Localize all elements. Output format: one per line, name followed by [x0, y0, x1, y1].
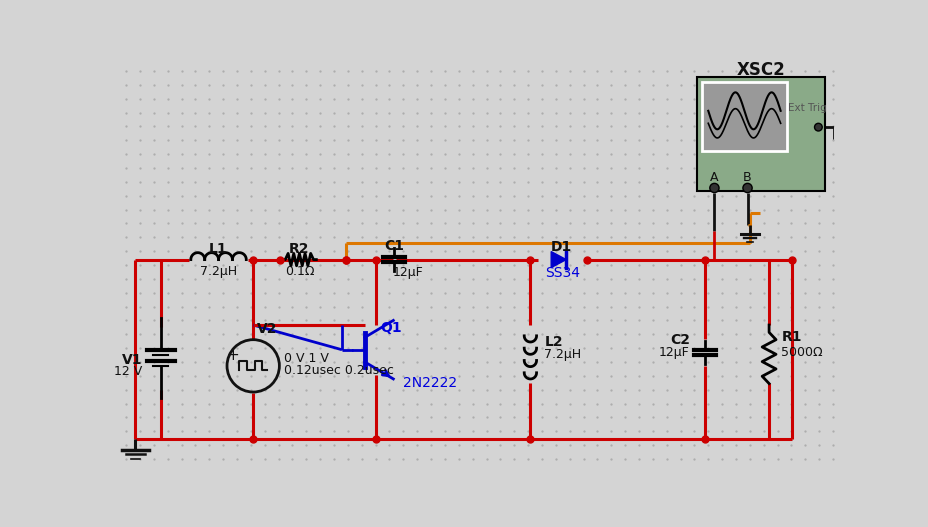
Text: 0.1Ω: 0.1Ω: [284, 265, 314, 278]
Polygon shape: [550, 251, 565, 268]
Text: R1: R1: [780, 330, 801, 344]
FancyBboxPatch shape: [702, 82, 786, 151]
Text: C1: C1: [383, 239, 404, 253]
Circle shape: [709, 183, 718, 192]
Text: C2: C2: [669, 334, 690, 347]
Text: V2: V2: [257, 322, 277, 336]
Text: 0.12usec 0.2usec: 0.12usec 0.2usec: [284, 364, 393, 377]
Text: 7.2μH: 7.2μH: [544, 348, 581, 361]
Text: 12 V: 12 V: [114, 365, 142, 378]
Text: 12μF: 12μF: [393, 266, 423, 279]
Text: R2: R2: [289, 242, 309, 256]
Text: 5000Ω: 5000Ω: [780, 346, 822, 359]
Text: D1: D1: [550, 240, 572, 254]
Circle shape: [814, 123, 821, 131]
Text: L1: L1: [209, 242, 227, 256]
Text: Ext Trig: Ext Trig: [787, 103, 826, 113]
Text: B: B: [742, 171, 751, 184]
FancyBboxPatch shape: [697, 77, 824, 191]
Text: Q1: Q1: [380, 321, 402, 335]
Text: V1: V1: [122, 353, 142, 367]
Text: 2N2222: 2N2222: [403, 376, 457, 390]
Text: A: A: [709, 171, 718, 184]
Text: L2: L2: [544, 335, 562, 349]
Text: 0 V 1 V: 0 V 1 V: [284, 352, 329, 365]
Text: 7.2μH: 7.2μH: [200, 265, 237, 278]
Text: XSC2: XSC2: [736, 61, 784, 79]
Text: +: +: [226, 348, 239, 363]
Circle shape: [742, 183, 752, 192]
Text: 12μF: 12μF: [658, 346, 690, 359]
Text: SS34: SS34: [545, 267, 580, 280]
